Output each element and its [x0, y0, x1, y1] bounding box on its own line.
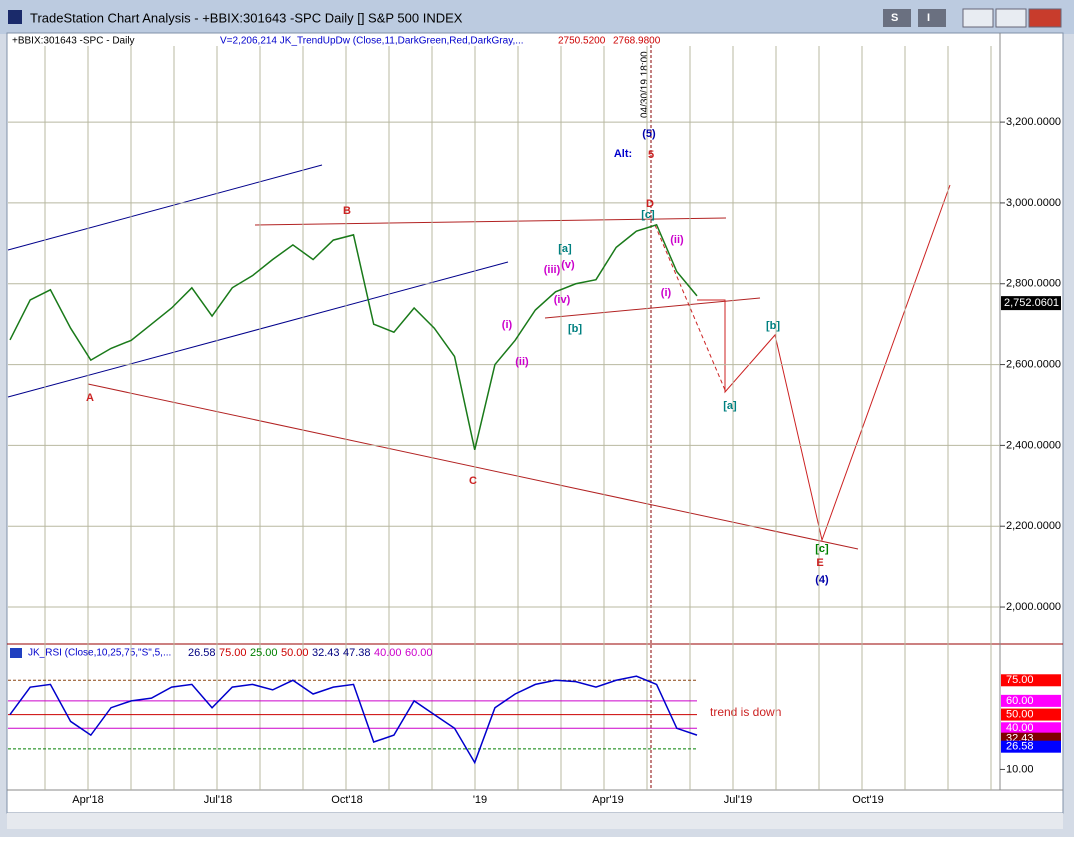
rsi-note: trend is down: [710, 705, 781, 719]
y-tick-label: 2,400.0000: [1006, 439, 1061, 451]
wave-label: (iv): [554, 294, 571, 306]
trend-line: [7, 164, 323, 251]
wave-label: B: [343, 205, 351, 217]
wave-label: [a]: [558, 243, 572, 255]
last-price-box: [1001, 296, 1061, 311]
y-tick-label: 2,800.0000: [1006, 278, 1061, 290]
rsi-tick-label: 40.00: [1006, 722, 1034, 734]
y-tick-label: 3,200.0000: [1006, 116, 1061, 128]
s-button[interactable]: [883, 9, 911, 27]
series-line: [9, 223, 698, 451]
chart-area: [6, 32, 1064, 814]
rsi-legend-value: 50.00: [281, 647, 309, 659]
rsi-legend-value: 75.00: [219, 647, 247, 659]
i-button-label: I: [927, 12, 930, 24]
wave-label: D: [646, 198, 654, 210]
series-line: [9, 675, 698, 765]
wave-label: [c]: [641, 209, 655, 221]
wave-label: E: [816, 557, 823, 569]
x-tick-label: Jul'18: [204, 794, 232, 806]
study-value: 2768.9800: [613, 36, 661, 47]
rsi-legend-value: 26.58: [188, 647, 216, 659]
rsi-icon: [10, 648, 22, 658]
rsi-legend-value: 60.00: [405, 647, 433, 659]
x-tick-label: '19: [473, 794, 487, 806]
rsi-tick-box: [1001, 722, 1061, 735]
wave-label: [b]: [766, 320, 780, 332]
rsi-tick-label: 50.00: [1006, 708, 1034, 720]
y-tick-label: 3,000.0000: [1006, 197, 1061, 209]
wave-label: [c]: [815, 543, 829, 555]
wave-label: 5: [648, 149, 654, 161]
trend-line: [544, 297, 761, 319]
rsi-legend-value: 40.00: [374, 647, 402, 659]
trend-line: [87, 383, 859, 550]
y-tick-label: 2,600.0000: [1006, 358, 1061, 370]
x-tick-label: Jul'19: [724, 794, 752, 806]
rsi-legend-value: 32.43: [312, 647, 340, 659]
wave-label: (ii): [515, 356, 529, 368]
rsi-legend: JK_RSI (Close,10,25,75,"S",5,...: [28, 648, 171, 659]
study-value: 2750.5200: [558, 36, 606, 47]
y-tick-label: 2,200.0000: [1006, 520, 1061, 532]
rsi-tick-label: 60.00: [1006, 695, 1034, 707]
close-button[interactable]: [1028, 8, 1062, 28]
rsi-legend-value: 47.38: [343, 647, 371, 659]
wave-label: (iii): [544, 264, 561, 276]
rsi-tick-box: [1001, 674, 1061, 687]
study-label: V=2,206,214 JK_TrendUpDw (Close,11,DarkG…: [220, 36, 524, 47]
x-tick-label: Apr'19: [592, 794, 623, 806]
s-button-label: S: [891, 12, 898, 24]
x-tick-label: Oct'18: [331, 794, 362, 806]
trend-line: [7, 261, 509, 398]
wave-label: Alt:: [614, 148, 632, 160]
rsi-tick-box: [1001, 740, 1061, 753]
x-tick-label: Apr'18: [72, 794, 103, 806]
wave-label: (i): [661, 287, 672, 299]
drawings: [7, 45, 951, 790]
app-icon: [8, 10, 22, 24]
rsi-tick-label: 75.00: [1006, 674, 1034, 686]
wave-label: A: [86, 392, 94, 404]
projection: [697, 184, 951, 542]
rsi-legend-value: 25.00: [250, 647, 278, 659]
symbol-label: +BBIX:301643 -SPC - Daily: [12, 36, 135, 47]
i-button[interactable]: [918, 9, 946, 27]
wave-label: (4): [815, 574, 829, 586]
rsi-tick-label: 10.00: [1006, 763, 1034, 775]
wave-label: (v): [561, 259, 575, 271]
rsi-tick-box: [1001, 708, 1061, 721]
window-title: TradeStation Chart Analysis - +BBIX:3016…: [30, 10, 463, 25]
wave-label: C: [469, 475, 477, 487]
x-tick-label: Oct'19: [852, 794, 883, 806]
wave-label: [b]: [568, 323, 582, 335]
y-tick-label: 2,000.0000: [1006, 601, 1061, 613]
rsi-tick-box: [1001, 694, 1061, 707]
minimize-button[interactable]: [962, 8, 994, 28]
scrollbar[interactable]: [7, 813, 1063, 829]
wave-label: (5): [642, 128, 656, 140]
wave-label: [a]: [723, 400, 737, 412]
marker-label: 04/30/19 18:00: [640, 51, 651, 118]
wave-label: (i): [502, 319, 513, 331]
maximize-button[interactable]: [995, 8, 1027, 28]
projection: [654, 224, 726, 391]
last-price-label: 2,752.0601: [1004, 297, 1059, 309]
rsi-tick-label: 26.58: [1006, 741, 1034, 753]
wave-label: (ii): [670, 234, 684, 246]
